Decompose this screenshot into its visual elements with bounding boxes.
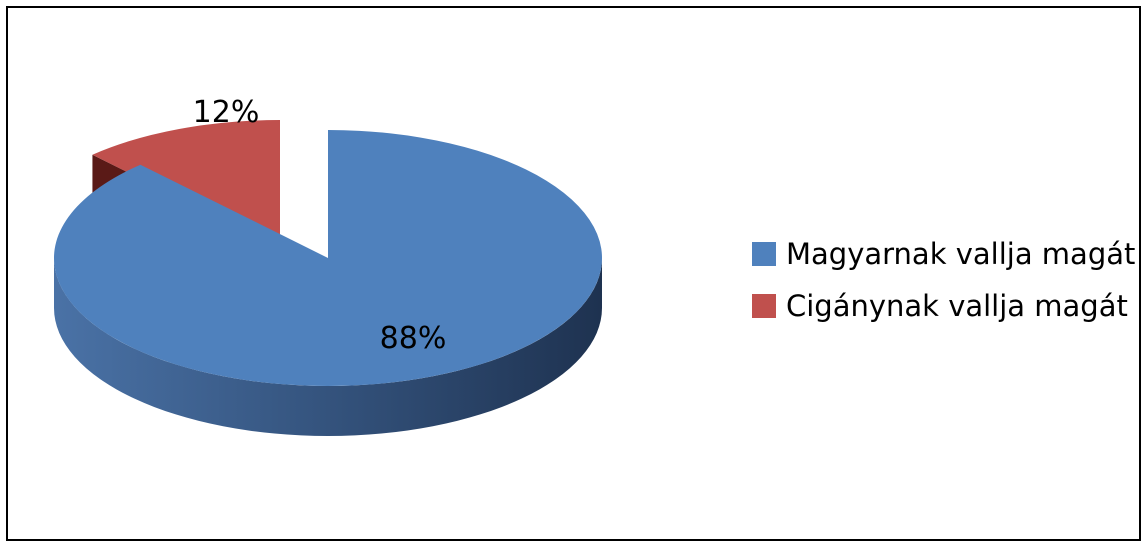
pie-slice-magyar <box>54 130 603 387</box>
legend-label-cigany: Cigánynak vallja magát <box>786 289 1128 323</box>
pie-side-magyar-0 <box>54 258 602 436</box>
data-label-cigany: 12% <box>193 95 260 130</box>
legend-label-magyar: Magyarnak vallja magát <box>786 237 1136 271</box>
chart-legend: Magyarnak vallja magát Cigánynak vallja … <box>752 228 1135 332</box>
legend-swatch-magyar <box>752 242 776 266</box>
data-label-magyar: 88% <box>380 321 447 356</box>
legend-item-cigany: Cigánynak vallja magát <box>752 280 1135 332</box>
legend-swatch-cigany <box>752 294 776 318</box>
legend-item-magyar: Magyarnak vallja magát <box>752 228 1135 280</box>
